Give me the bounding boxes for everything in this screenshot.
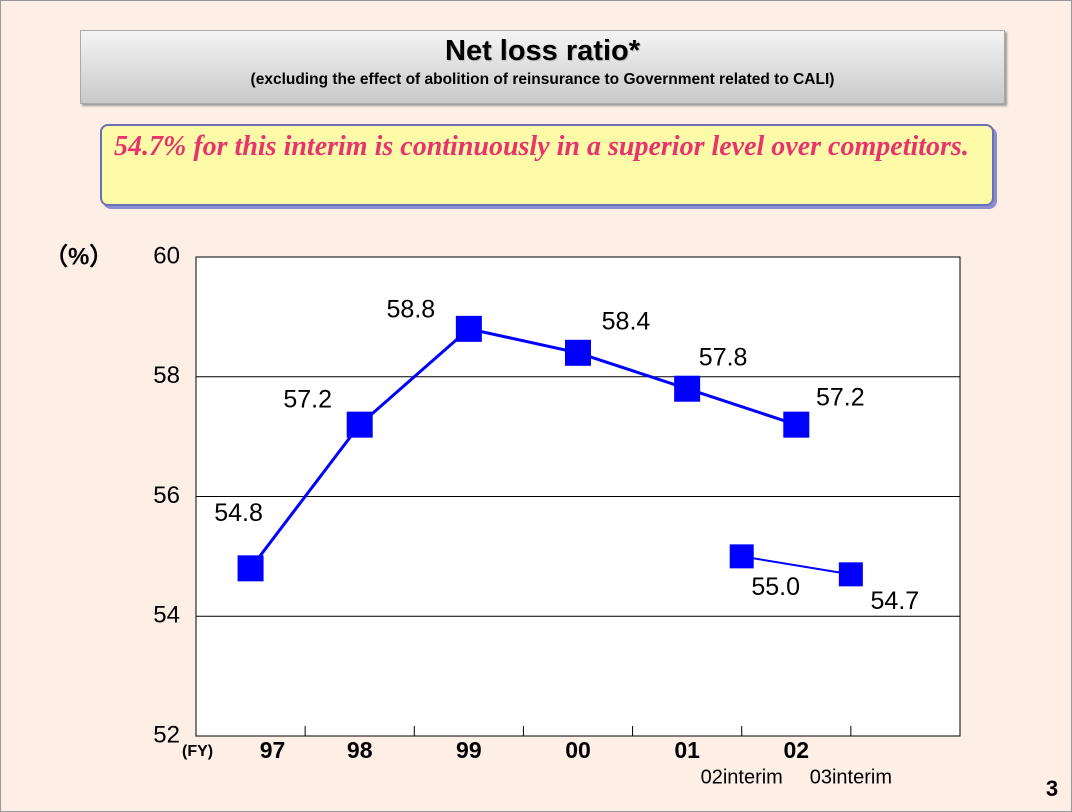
marker (838, 562, 863, 587)
y-tick-label: 54 (153, 602, 180, 629)
marker (783, 411, 810, 438)
x-tick-label: 00 (565, 737, 591, 763)
x-tick-label: 02interim (701, 766, 783, 788)
marker (237, 555, 264, 582)
title-box: Net loss ratio* (excluding the effect of… (80, 30, 1005, 104)
series-line (249, 327, 797, 570)
marker (455, 315, 482, 342)
data-label: 58.8 (387, 295, 436, 323)
y-tick-label: 56 (153, 482, 180, 509)
x-tick-label: 03interim (810, 766, 892, 788)
marker (729, 544, 754, 569)
data-label: 55.0 (751, 573, 800, 601)
data-label: 58.4 (602, 307, 651, 335)
x-tick-label: 99 (456, 737, 482, 763)
y-tick-label: 52 (153, 721, 180, 748)
series-line (741, 555, 852, 576)
marker (565, 339, 591, 366)
x-unit: (FY) (182, 743, 213, 760)
data-label: 57.8 (699, 343, 748, 371)
x-tick-label: 01 (674, 737, 700, 763)
x-tick-label: 98 (347, 737, 373, 763)
x-tick-label: 97 (260, 737, 286, 763)
chart-title: Net loss ratio* (445, 35, 640, 67)
chart-subtitle: (excluding the effect of abolition of re… (250, 71, 835, 88)
x-tick-label: 02 (783, 737, 809, 763)
y-tick-label: 58 (153, 362, 180, 389)
data-label: 54.8 (214, 499, 263, 527)
callout: 54.7% for this interim is continuously i… (100, 124, 994, 206)
page-number: 3 (1046, 776, 1058, 801)
data-label: 54.7 (871, 587, 920, 615)
marker (674, 375, 701, 402)
data-label: 57.2 (283, 385, 332, 413)
marker (346, 411, 373, 438)
data-label: 57.2 (816, 383, 865, 411)
y-tick-label: 60 (153, 242, 180, 269)
y-unit: （%） (44, 243, 113, 270)
